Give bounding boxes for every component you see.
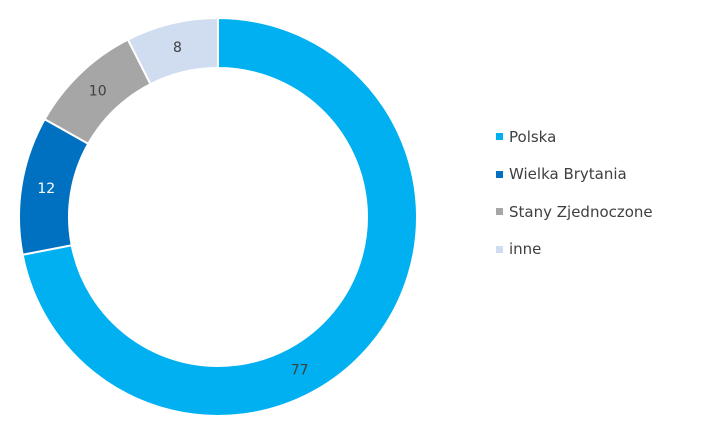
legend-item-wielka-brytania: Wielka Brytania (496, 156, 653, 194)
legend-label-stany-zjednoczone: Stany Zjednoczone (509, 202, 653, 221)
legend-label-wielka-brytania: Wielka Brytania (509, 165, 627, 184)
data-label-wielka-brytania: 12 (37, 181, 55, 197)
legend-swatch-inne (496, 245, 503, 253)
slice-inne (126, 16, 219, 86)
data-label-stany-zjednoczone: 10 (89, 83, 107, 99)
chart-legend: Polska Wielka Brytania Stany Zjednoczone… (496, 118, 653, 268)
data-label-polska: 77 (291, 363, 309, 379)
data-label-inne: 8 (173, 40, 182, 56)
legend-item-polska: Polska (496, 118, 653, 156)
legend-swatch-polska (496, 133, 503, 141)
slice-polska (21, 16, 418, 417)
legend-item-stany-zjednoczone: Stany Zjednoczone (496, 193, 653, 231)
legend-swatch-stany-zjednoczone (496, 208, 503, 216)
legend-label-polska: Polska (509, 127, 557, 146)
legend-swatch-wielka-brytania (496, 170, 503, 178)
legend-item-inne: inne (496, 231, 653, 269)
legend-label-inne: inne (509, 240, 542, 259)
